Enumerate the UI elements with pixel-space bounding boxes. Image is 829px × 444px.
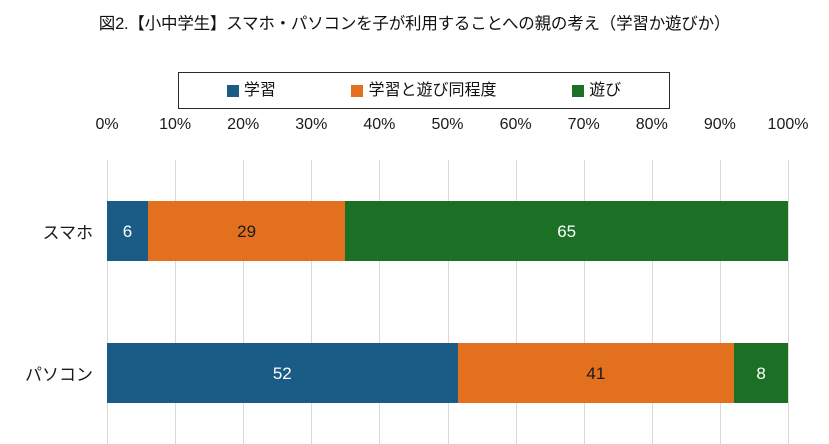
- x-tick-label: 20%: [227, 116, 260, 133]
- legend-item-label: 学習と遊び同程度: [368, 81, 497, 99]
- plot-area: 6 29 65 52 41 8: [107, 160, 789, 444]
- x-tick-label: 10%: [159, 116, 192, 133]
- gridline: [107, 160, 108, 444]
- gridline: [651, 160, 653, 444]
- y-category-label: パソコン: [25, 365, 93, 385]
- legend-item-label: 遊び: [589, 81, 622, 99]
- legend-swatch-green-icon: [572, 84, 585, 97]
- x-tick-label: 60%: [499, 116, 532, 133]
- y-category-label: スマホ: [42, 223, 94, 243]
- x-tick-label: 40%: [363, 116, 396, 133]
- bar-segment-value: 8: [756, 363, 766, 383]
- bar-stack: 52 41 8: [107, 343, 789, 403]
- bar-segment-value: 52: [272, 363, 292, 383]
- gridline: [175, 160, 177, 444]
- legend-item-label: 学習: [243, 81, 276, 99]
- legend-swatch-orange-icon: [351, 84, 364, 97]
- gridline: [719, 160, 721, 444]
- x-tick-label: 80%: [635, 116, 668, 133]
- bar-segment[interactable]: 29: [147, 201, 346, 261]
- gridline: [311, 160, 313, 444]
- chart-title: 図2.【小中学生】スマホ・パソコンを子が利用することへの親の考え（学習か遊びか）: [98, 15, 731, 33]
- y-axis: スマホパソコン: [0, 160, 99, 444]
- x-tick-label: 30%: [295, 116, 328, 133]
- x-tick-label: 100%: [767, 116, 809, 133]
- chart-legend: 学習 学習と遊び同程度 遊び: [178, 72, 670, 109]
- bar-segment[interactable]: 41: [457, 343, 735, 403]
- bar-segment-value: 6: [122, 221, 133, 241]
- gridline: [447, 160, 449, 444]
- legend-item-gakushuu-to-asobi-doteido[interactable]: 学習と遊び同程度: [351, 81, 497, 99]
- gridline: [583, 160, 585, 444]
- bar-segment[interactable]: 65: [345, 201, 788, 261]
- x-axis: 0% 10% 20% 30% 40% 50% 60% 70% 80% 90% 100%: [0, 116, 829, 138]
- x-tick-label: 0%: [95, 116, 119, 133]
- bar-segment-value: 65: [557, 221, 577, 241]
- x-tick-label: 50%: [431, 116, 464, 133]
- legend-item-gakushuu[interactable]: 学習: [226, 81, 276, 99]
- bar-segment-value: 41: [586, 363, 606, 383]
- bar-segment[interactable]: 8: [734, 343, 789, 403]
- bar-segment-value: 29: [237, 221, 257, 241]
- gridline: [379, 160, 381, 444]
- x-tick-label: 70%: [567, 116, 600, 133]
- bar-stack: 6 29 65: [107, 201, 788, 261]
- bar-segment[interactable]: 52: [107, 343, 458, 403]
- gridline: [515, 160, 517, 444]
- legend-item-asobi[interactable]: 遊び: [572, 81, 622, 99]
- x-tick-label: 90%: [703, 116, 736, 133]
- gridline: [243, 160, 245, 444]
- gridline: [788, 160, 789, 444]
- bar-segment[interactable]: 6: [107, 201, 148, 261]
- legend-swatch-blue-icon: [226, 84, 239, 97]
